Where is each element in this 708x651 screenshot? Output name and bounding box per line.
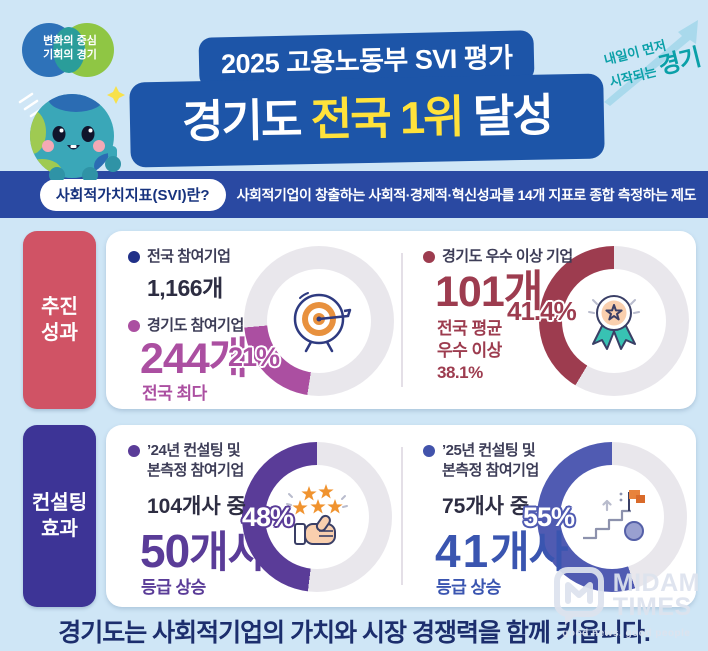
stat-note: 등급 상승 [436, 578, 501, 597]
percent-label: 21% [228, 342, 280, 372]
footer-message: 경기도는 사회적기업의 가치와 시장 경쟁력을 함께 키웁니다. [58, 619, 651, 647]
stat-label: ’24년 컨설팅 및 본측정 참여기업 [147, 442, 244, 479]
panel-national-participation: 전국 참여기업 1,166개 경기도 참여기업 244개 전국 최다 [106, 231, 401, 409]
percent-label: 55% [523, 502, 575, 532]
title-highlight: 전국 1위 [310, 91, 463, 146]
card-divider [401, 447, 403, 585]
bullet-navy [128, 251, 140, 264]
stat-label: 전국 참여기업 [147, 248, 231, 265]
panel-excellent-companies: 경기도 우수 이상 기업 101개 전국 평균 우수 이상 38.1% [401, 231, 696, 409]
performance-card: 전국 참여기업 1,166개 경기도 참여기업 244개 전국 최다 [106, 231, 696, 409]
watermark-tagline: good news, good people [562, 628, 691, 639]
midam-logo-icon [553, 567, 604, 625]
medal-icon [588, 295, 640, 350]
panel-consulting-2025: ’25년 컨설팅 및 본측정 참여기업 75개사 중 41개사 등급 상승 [401, 425, 696, 607]
dartboard-icon [293, 292, 352, 353]
donut-hole [267, 269, 371, 373]
stat-note: 전국 최다 [142, 384, 207, 403]
panel-consulting-2024: ’24년 컨설팅 및 본측정 참여기업 104개사 중 50개사 등급 상승 [106, 425, 401, 607]
globe-mascot [18, 86, 125, 180]
stat-value: 1,166 [147, 274, 203, 301]
bullet-darkred [423, 251, 435, 264]
stat-value-big: 41 [435, 525, 491, 577]
bullet-magenta [128, 319, 140, 332]
section-label-consulting: 컨설팅 효과 [23, 425, 96, 607]
watermark-name: MIDAM TIMES [612, 569, 700, 621]
donut-chart-participation: 21% [228, 246, 394, 396]
badge-overlap-shape [53, 27, 85, 73]
stat-total: 75 [442, 495, 466, 518]
gyeonggi-badge: 변화의 중심 기회의 경기 [20, 19, 120, 81]
svi-definition-bar: 사회적가치지표(SVI)란? 사회적기업이 창출하는 사회적·경제적·혁신성과를… [0, 171, 708, 218]
donut-chart-2025: 55% [523, 442, 687, 592]
donut-chart-excellent: 41.4% [507, 246, 689, 396]
donut-hole [562, 269, 666, 373]
consulting-card: ’24년 컨설팅 및 본측정 참여기업 104개사 중 50개사 등급 상승 [106, 425, 696, 607]
bullet-purple [128, 445, 140, 457]
stat-label: 경기도 우수 이상 기업 [442, 248, 573, 265]
stat-note: 전국 평균 우수 이상 38.1% [437, 318, 502, 382]
thumbs-up-icon [286, 484, 348, 545]
donut-hole [560, 465, 664, 569]
stairs-flag-icon [583, 490, 645, 541]
badge-text: 변화의 중심 기회의 경기 [43, 35, 97, 61]
stat-value-big: 101 [435, 267, 505, 316]
section-label-performance: 추진 성과 [23, 231, 96, 409]
card-divider [401, 253, 403, 387]
stat-note: 등급 상승 [141, 578, 206, 597]
percent-label: 48% [242, 502, 294, 532]
percent-label: 41.4% [507, 296, 577, 326]
bullet-blue [423, 445, 435, 457]
svi-definition-pill: 사회적가치지표(SVI)란? [39, 178, 226, 211]
stat-value-big: 244 [140, 335, 210, 383]
stat-label: ’25년 컨설팅 및 본측정 참여기업 [442, 442, 539, 479]
slogan: 내일이 먼저 시작되는 경기 [594, 14, 706, 110]
title-banner: 2025 고용노동부 SVI 평가 경기도 전국 1위 달성 [129, 30, 605, 168]
title-line2: 경기도 전국 1위 달성 [129, 73, 605, 168]
midam-times-watermark: MIDAM TIMES good news, good people [553, 566, 700, 639]
stat-total: 104 [147, 495, 183, 518]
donut-chart-2024: 48% [242, 442, 392, 592]
stat-label: 경기도 참여기업 [147, 316, 244, 334]
stat-value-big: 50 [140, 525, 190, 577]
up-arrow-icon [604, 20, 698, 106]
donut-hole [265, 465, 369, 569]
svi-definition-text: 사회적기업이 창출하는 사회적·경제적·혁신성과를 14개 지표로 종합 측정하… [236, 186, 697, 203]
